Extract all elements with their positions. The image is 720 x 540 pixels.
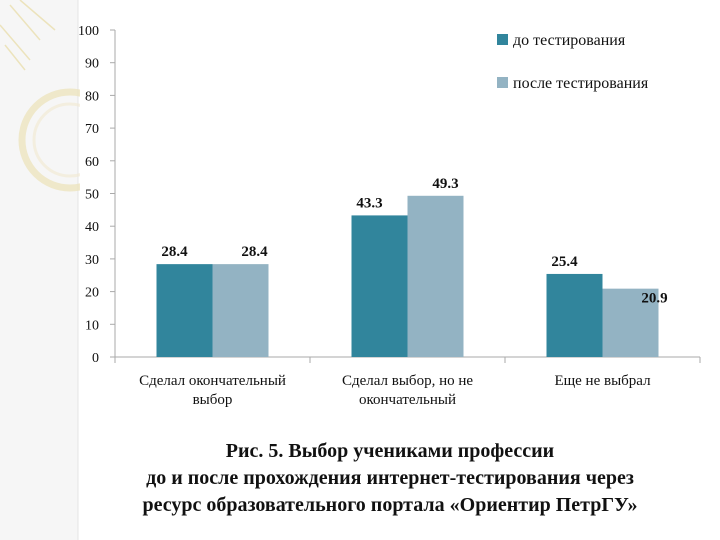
x-category-label-line: Еще не выбрал: [554, 373, 651, 389]
caption-line-3: ресурс образовательного портала «Ориенти…: [142, 494, 638, 516]
x-axis: Сделал окончательный выбор Сделал выбор, н…: [114, 356, 701, 408]
y-tick-label: 30: [85, 253, 99, 268]
legend: до тестирования после тестирования: [497, 32, 649, 92]
data-label: 28.4: [161, 244, 188, 260]
y-tick-label: 50: [85, 188, 99, 203]
x-category-label: Сделал окончательный выбор: [139, 373, 286, 408]
figure-caption: Рис. 5. Выбор учениками профессии до и п…: [60, 438, 720, 519]
x-category-label-line: Сделал окончательный: [139, 373, 286, 389]
legend-swatch: [497, 34, 508, 45]
x-category-label: Сделал выбор, но не окончательный: [342, 373, 473, 408]
y-tick-label: 40: [85, 220, 99, 235]
bar-after: [212, 264, 269, 357]
caption-line-1: Рис. 5. Выбор учениками профессии: [225, 440, 555, 462]
y-axis: 0 10 20 30 40 50 60 70 80 90 100: [78, 24, 116, 366]
data-label: 28.4: [241, 244, 268, 260]
data-label: 43.3: [356, 195, 382, 211]
slide-decoration: [0, 0, 80, 540]
y-tick-label: 80: [85, 89, 99, 104]
legend-swatch: [497, 77, 508, 88]
y-tick-label: 10: [85, 318, 99, 333]
x-category-label-line: Сделал выбор, но не: [342, 373, 473, 389]
bar-after: [407, 195, 464, 357]
y-tick-label: 90: [85, 57, 99, 72]
bars: [156, 195, 659, 357]
data-label: 20.9: [641, 291, 667, 307]
bar-after: [602, 288, 659, 357]
caption-line-2: до и после прохождения интернет-тестиров…: [146, 467, 634, 489]
x-category-label-line: выбор: [193, 392, 233, 408]
bar-chart: 0 10 20 30 40 50 60 70 80 90 100 Сделал окончатель…: [78, 24, 701, 408]
bar-before: [156, 264, 213, 357]
data-label: 49.3: [432, 176, 458, 192]
bar-before: [351, 215, 408, 357]
x-category-label: Еще не выбрал: [554, 373, 651, 389]
y-tick-label: 0: [92, 351, 99, 366]
legend-label: до тестирования: [513, 32, 626, 49]
y-tick-label: 70: [85, 122, 99, 137]
y-tick-label: 100: [78, 24, 99, 39]
data-label: 25.4: [551, 254, 578, 270]
y-tick-label: 20: [85, 286, 99, 301]
x-category-label-line: окончательный: [359, 392, 456, 408]
data-labels: 28.4 43.3 25.4 28.4 49.3 20.9: [161, 176, 667, 307]
y-tick-label: 60: [85, 155, 99, 170]
bar-before: [546, 273, 603, 357]
legend-label: после тестирования: [513, 75, 649, 92]
